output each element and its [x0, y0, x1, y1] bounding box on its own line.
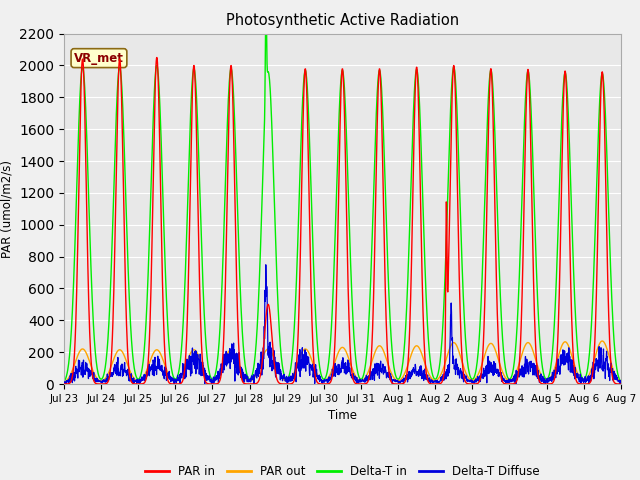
Title: Photosynthetic Active Radiation: Photosynthetic Active Radiation: [226, 13, 459, 28]
Legend: PAR in, PAR out, Delta-T in, Delta-T Diffuse: PAR in, PAR out, Delta-T in, Delta-T Dif…: [140, 461, 545, 480]
Y-axis label: PAR (umol/m2/s): PAR (umol/m2/s): [1, 160, 13, 258]
X-axis label: Time: Time: [328, 409, 357, 422]
Text: VR_met: VR_met: [74, 52, 124, 65]
